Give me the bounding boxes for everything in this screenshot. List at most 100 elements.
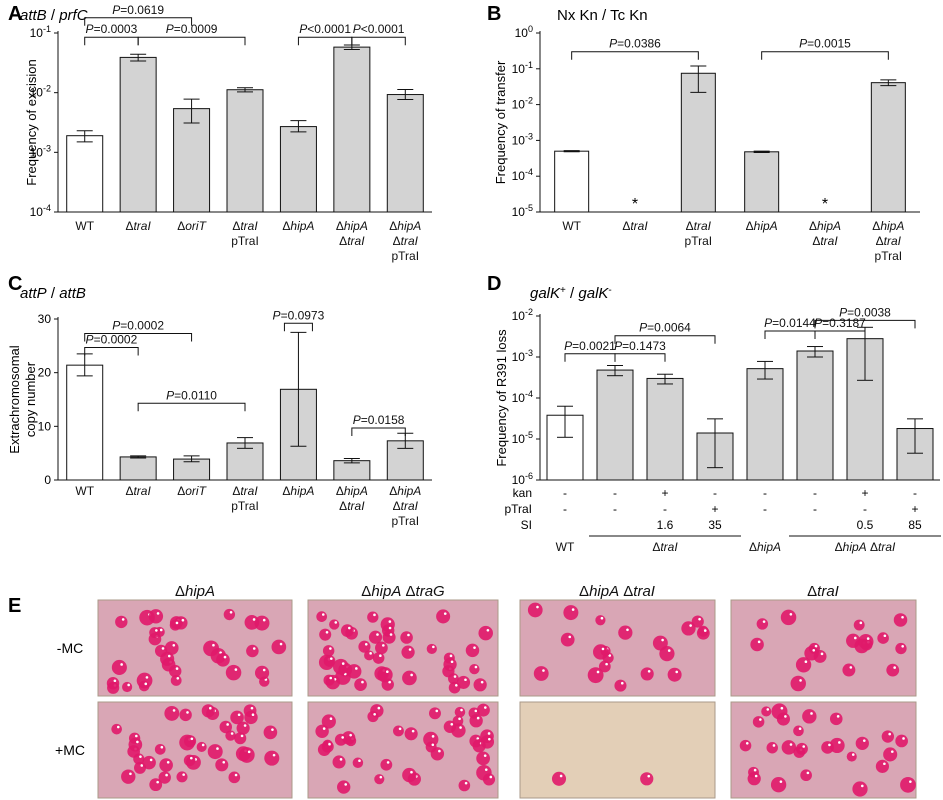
x-tick-label: WT xyxy=(75,484,94,498)
colony-highlight xyxy=(486,628,490,632)
colony xyxy=(877,632,889,644)
y-tick-label: 0 xyxy=(44,473,51,487)
colony xyxy=(881,730,895,743)
x-tick-label: pTraI xyxy=(685,234,713,248)
y-tick-label: 10-4 xyxy=(30,203,51,219)
colony-highlight xyxy=(455,683,458,687)
colony-highlight xyxy=(344,783,348,786)
p-value-label: P=0.3187 xyxy=(814,316,866,330)
colony xyxy=(228,771,241,784)
colony-highlight xyxy=(804,660,808,664)
colony-highlight xyxy=(675,670,679,674)
colony xyxy=(323,674,335,686)
colony xyxy=(858,633,874,650)
colony xyxy=(900,776,916,793)
colony-highlight xyxy=(559,774,563,778)
plate-row-label: -MC xyxy=(57,640,83,656)
x-tick-label: ΔtraI xyxy=(339,499,365,513)
colony xyxy=(469,663,480,675)
colony-highlight xyxy=(341,662,345,665)
colony-highlight xyxy=(377,706,381,710)
colony xyxy=(465,643,480,658)
plate-column-label: ΔtraI xyxy=(807,583,839,600)
panel-title: Nx Kn / Tc Kn xyxy=(557,7,648,24)
colony-highlight xyxy=(379,654,382,658)
panel-letter: E xyxy=(8,595,21,617)
colony-highlight xyxy=(407,633,410,637)
significance-bracket xyxy=(84,17,193,26)
y-tick-label: 30 xyxy=(38,312,52,326)
colony-highlight xyxy=(388,680,391,684)
colony xyxy=(752,716,765,728)
colony xyxy=(402,767,417,783)
colony xyxy=(652,635,668,651)
colony-highlight xyxy=(753,768,757,772)
y-tick-label: 10-3 xyxy=(512,348,533,364)
colony-highlight xyxy=(536,605,539,609)
x-tick-label: ΔhipA xyxy=(746,219,778,233)
colony xyxy=(533,666,549,681)
colony-highlight xyxy=(190,756,193,760)
colony xyxy=(215,758,229,772)
colony-highlight xyxy=(127,683,130,687)
colony xyxy=(766,742,778,754)
significance-bracket xyxy=(84,346,139,356)
colony xyxy=(367,611,379,623)
colony-highlight xyxy=(129,772,132,776)
colony xyxy=(846,751,857,762)
colony-highlight xyxy=(483,754,487,757)
y-axis-label: Frequency of transfer xyxy=(493,60,508,184)
colony-highlight xyxy=(450,722,454,726)
colony xyxy=(337,780,351,794)
table-cell: - xyxy=(563,502,567,516)
bar xyxy=(173,108,211,213)
y-tick-label: 10-2 xyxy=(512,307,533,323)
colony xyxy=(393,725,404,737)
colony-highlight xyxy=(369,652,372,655)
table-cell: - xyxy=(763,486,767,500)
colony-highlight xyxy=(568,635,572,639)
colony xyxy=(230,710,244,725)
bar xyxy=(870,82,906,213)
colony xyxy=(244,615,260,630)
y-tick-label: 10-4 xyxy=(512,389,533,405)
colony-highlight xyxy=(161,647,165,650)
colony xyxy=(893,613,908,627)
x-tick-label: ΔhipA xyxy=(389,484,421,498)
colony xyxy=(770,777,787,793)
colony-highlight xyxy=(431,735,435,738)
colony xyxy=(164,705,180,721)
colony xyxy=(207,744,223,760)
colony-highlight xyxy=(474,709,478,713)
panel-letter: A xyxy=(8,3,22,25)
colony-highlight xyxy=(489,775,493,779)
p-value-label: P=0.0038 xyxy=(839,305,891,319)
colony-highlight xyxy=(814,644,818,648)
group-label: WT xyxy=(556,540,575,554)
colony xyxy=(681,621,696,636)
colony xyxy=(667,667,682,682)
colony-highlight xyxy=(389,633,393,636)
y-tick-label: 10-2 xyxy=(512,96,533,112)
colony-highlight xyxy=(156,780,159,784)
colony xyxy=(149,778,163,792)
colony xyxy=(480,735,495,749)
colony xyxy=(895,734,908,748)
colony xyxy=(428,707,441,720)
table-cell: 1.6 xyxy=(657,518,674,532)
colony-highlight xyxy=(798,727,802,731)
colony xyxy=(111,659,127,675)
colony-highlight xyxy=(386,670,389,673)
table-row-label: kan xyxy=(513,486,532,500)
y-axis-label: Extrachromosomal xyxy=(7,345,22,453)
colony xyxy=(319,628,332,641)
colony-highlight xyxy=(176,676,180,680)
table-cell: - xyxy=(563,486,567,500)
colony xyxy=(614,679,627,692)
colony-highlight xyxy=(571,608,575,611)
bar xyxy=(796,350,834,481)
colony xyxy=(852,781,868,797)
x-tick-label: WT xyxy=(75,219,94,233)
colony-highlight xyxy=(909,780,912,783)
